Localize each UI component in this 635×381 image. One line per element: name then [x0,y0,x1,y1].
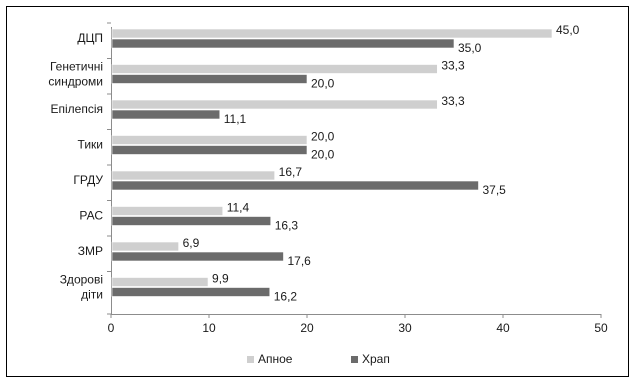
bar-snoring [111,145,308,155]
value-label-snoring: 11,1 [224,112,247,126]
legend-item-apnea: Апное [247,351,292,367]
legend-swatch-apnea [247,355,254,363]
value-label-apnea: 16,7 [279,165,303,179]
category-label: РАС [79,209,103,223]
value-label-snoring: 37,5 [483,183,507,197]
category-label: ЗМР [78,244,103,258]
category-label: ГРДУ [73,173,103,187]
legend-swatch-snoring [351,355,358,363]
value-label-snoring: 17,6 [287,254,311,268]
x-tick-label: 40 [496,321,510,335]
value-label-snoring: 35,0 [458,41,482,55]
bar-snoring [111,38,455,49]
category-label: діти [81,288,103,302]
chart-frame: 0 10 20 30 40 50 45,0 35,0 ДЦП 33,3 20,0 Генетичні с… [6,6,629,377]
value-label-apnea: 11,4 [227,201,250,215]
category-label: Здорові [60,273,103,287]
x-tick-label: 0 [108,321,115,335]
value-label-apnea: 6,9 [183,236,200,250]
bar-snoring [111,216,272,226]
category-label: синдроми [48,75,103,89]
x-tick-label: 20 [300,321,314,335]
category-label: ДЦП [77,31,103,45]
bar-apnea [111,277,209,287]
bar-snoring [111,287,271,297]
bar-apnea [111,170,275,181]
category-label: Генетичні [50,60,103,74]
bar-apnea [111,28,553,39]
x-tick-label: 50 [594,321,608,335]
bar-snoring [111,180,479,191]
value-label-snoring: 20,0 [311,77,335,91]
legend-label-apnea: Апное [258,352,293,366]
bar-apnea [111,241,179,252]
legend-item-snoring: Храп [351,351,390,367]
value-label-snoring: 16,2 [274,290,298,304]
bar-apnea [111,206,224,216]
bar-snoring [111,251,284,262]
value-label-apnea: 33,3 [441,59,465,73]
legend-label-snoring: Храп [362,352,390,366]
x-tick-label: 30 [398,321,412,335]
value-label-apnea: 45,0 [556,23,580,37]
bar-apnea [111,99,438,110]
bar-chart: 0 10 20 30 40 50 45,0 35,0 ДЦП 33,3 20,0 Генетичніс… [48,22,608,335]
value-label-snoring: 20,0 [311,148,335,162]
value-label-apnea: 20,0 [311,130,335,144]
bar-snoring [111,109,221,120]
bar-apnea [111,64,438,74]
x-tick-label: 10 [202,321,216,335]
category-label: Тики [78,138,103,152]
value-label-apnea: 9,9 [212,272,229,286]
bar-apnea [111,135,308,145]
value-label-apnea: 33,3 [441,94,465,108]
bar-snoring [111,74,308,84]
category-label: Епілепсія [50,102,103,116]
value-label-snoring: 16,3 [275,219,299,233]
